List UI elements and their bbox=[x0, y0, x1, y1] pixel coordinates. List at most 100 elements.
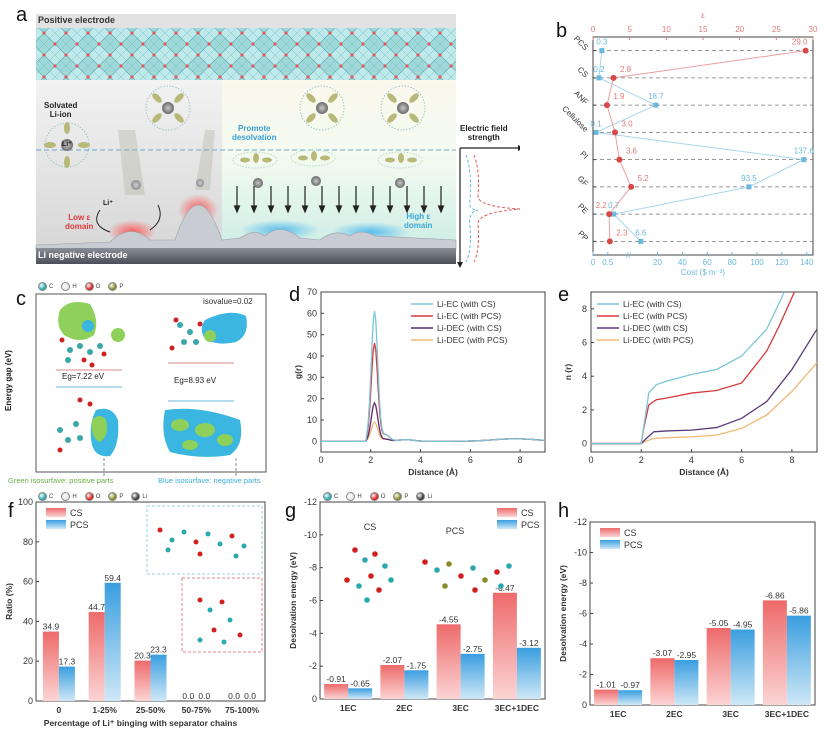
li-ion-label-2: Li⁺ bbox=[103, 200, 113, 207]
atom bbox=[494, 569, 500, 575]
atom-legend-o: O bbox=[369, 492, 385, 501]
field-arrow-head bbox=[267, 205, 275, 214]
y-tick-label: -10 bbox=[574, 548, 587, 558]
atom-legend-p: P bbox=[108, 492, 123, 501]
bottom-axis-tick-label: 60 bbox=[703, 258, 712, 267]
atom bbox=[362, 557, 368, 563]
field-arrow-head bbox=[335, 205, 343, 214]
bar-cs bbox=[134, 660, 151, 701]
homo-lumo-illustration bbox=[35, 293, 267, 478]
bar-value-label: 0.0 bbox=[244, 691, 256, 701]
x-tick-label: 8 bbox=[518, 455, 523, 465]
epsilon-point bbox=[628, 183, 635, 190]
y-tick-label: 50 bbox=[307, 330, 317, 340]
category-label: PP bbox=[576, 229, 590, 243]
inset-pcs-structure bbox=[146, 505, 263, 575]
atom bbox=[233, 553, 239, 559]
low-epsilon-domain-label: Low ε domain bbox=[65, 213, 94, 231]
x-tick-label: 4 bbox=[689, 455, 694, 465]
legend-label: Li-EC (with CS) bbox=[623, 299, 682, 309]
x-tick-label: 3EC bbox=[722, 709, 739, 719]
bar-value-label: -6.47 bbox=[495, 583, 515, 593]
atom-legend-g: C H O P Li bbox=[323, 492, 432, 501]
bottom-axis-tick-label: 20 bbox=[653, 258, 662, 267]
y-axis-title: n (r) bbox=[563, 364, 573, 381]
bar-value-label: 17.3 bbox=[59, 657, 76, 667]
cost-point bbox=[593, 129, 599, 135]
top-axis-tick-label: 10 bbox=[662, 25, 671, 34]
atom bbox=[221, 639, 227, 645]
bar-value-label: -5.86 bbox=[789, 606, 809, 616]
legend-label: Li-DEC (with PCS) bbox=[623, 335, 694, 345]
inset-cs-structure bbox=[181, 577, 263, 653]
field-arrow-head bbox=[420, 205, 428, 214]
bar-pcs bbox=[150, 654, 167, 701]
bottom-axis-tick-label: 0.5 bbox=[602, 258, 614, 267]
promote-desolvation-label: Promote desolvation bbox=[232, 124, 277, 142]
epsilon-point bbox=[616, 156, 623, 163]
plot-frame bbox=[320, 291, 546, 453]
bar-cs bbox=[762, 600, 787, 705]
bar-value-label: -2.07 bbox=[383, 655, 403, 665]
positive-electrode-label: Positive electrode bbox=[38, 15, 116, 25]
atom bbox=[422, 559, 428, 565]
x-tick-label: 2 bbox=[368, 455, 373, 465]
bar-pcs bbox=[58, 666, 75, 701]
atom bbox=[446, 561, 452, 567]
top-axis-tick-label: 0 bbox=[591, 25, 596, 34]
y-tick-label: -4 bbox=[579, 639, 587, 649]
bar-cs bbox=[706, 627, 731, 705]
atom bbox=[376, 587, 382, 593]
isosurface-cs-lumo bbox=[58, 302, 125, 368]
y-tick-label: 100 bbox=[18, 497, 33, 507]
cost-data-label: 0.3 bbox=[596, 38, 608, 47]
bar-value-label: -2.95 bbox=[677, 650, 697, 660]
atom-legend-o: O bbox=[84, 492, 100, 501]
bar-pcs bbox=[460, 653, 485, 699]
y-tick-label: -2 bbox=[309, 661, 317, 671]
cost-data-label: 137.6 bbox=[794, 147, 815, 156]
epsilon-data-label: 5.2 bbox=[638, 174, 650, 183]
atom bbox=[368, 573, 374, 579]
legend-label: Li-DEC (with PCS) bbox=[437, 335, 508, 345]
solvated-ion bbox=[145, 85, 191, 131]
legend-swatch bbox=[600, 528, 620, 537]
cost-data-label: 0.2 bbox=[593, 65, 605, 74]
epsilon-data-label: 3.0 bbox=[621, 119, 633, 128]
bottom-axis-tick-label: 0 bbox=[591, 258, 596, 267]
x-tick-label: 2EC bbox=[396, 703, 413, 713]
atom bbox=[434, 567, 440, 573]
atom bbox=[193, 539, 199, 545]
atom-legend-p: P bbox=[108, 282, 123, 291]
y-tick-label: 60 bbox=[23, 577, 33, 587]
y-tick-label: 40 bbox=[23, 616, 33, 626]
atom bbox=[458, 573, 464, 579]
cost-series-line bbox=[594, 50, 806, 242]
bar-cs bbox=[42, 631, 59, 701]
schematic-illustration bbox=[35, 14, 520, 268]
atom bbox=[364, 597, 370, 603]
bar-value-label: 59.4 bbox=[104, 573, 121, 583]
epsilon-data-label: 1.9 bbox=[613, 92, 625, 101]
bar-value-label: -0.65 bbox=[350, 678, 370, 688]
category-label: GF bbox=[576, 174, 590, 188]
solvated-ion bbox=[299, 85, 345, 131]
panel-h: h 0 -2 -4 -6 -8 -10 -12 Desolvation energy (eV)… bbox=[550, 490, 827, 729]
atom-legend-h: H bbox=[61, 282, 77, 291]
atom bbox=[372, 551, 378, 557]
bar-cs bbox=[594, 689, 619, 705]
isosurface-cs-homo bbox=[57, 397, 119, 457]
bar-cs bbox=[88, 612, 105, 701]
energy-gap-pcs: Eg=8.93 eV bbox=[174, 376, 217, 385]
atom-legend-o: O bbox=[84, 282, 100, 291]
atom bbox=[344, 577, 350, 583]
y-axis-title: Desolvation energy (eV) bbox=[558, 565, 568, 662]
legend-label: Li-DEC (with CS) bbox=[437, 323, 502, 333]
panel-label-h: h bbox=[558, 500, 570, 522]
series-line bbox=[321, 401, 545, 442]
x-tick-label: 0 bbox=[57, 705, 62, 715]
atom-legend-c: C bbox=[38, 282, 53, 291]
bottom-axis-tick-label: 80 bbox=[728, 258, 737, 267]
panel-label-b: b bbox=[556, 20, 568, 42]
x-tick-label: 25-50% bbox=[136, 705, 166, 715]
